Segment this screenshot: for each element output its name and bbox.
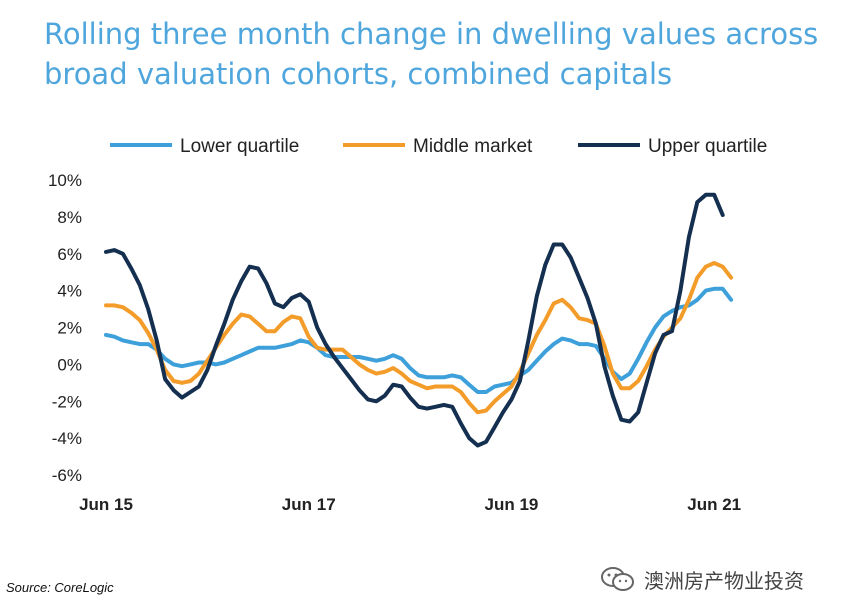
legend-label-middle-market: Middle market [413,136,533,157]
y-tick-label: -2% [52,392,82,411]
y-tick-label: -6% [52,466,82,485]
y-axis: 10% 8% 6% 4% 2% 0% -2% -4% -6% [48,171,82,485]
legend-item-lower-quartile: Lower quartile [110,136,299,157]
y-tick-label: -4% [52,429,82,448]
series-line-lower-quartile [104,286,734,394]
legend-label-upper-quartile: Upper quartile [648,136,767,157]
chart-title-line-2: broad valuation cohorts, combined capita… [44,57,673,91]
x-tick-label: Jun 17 [282,495,336,514]
watermark-text: 澳洲房产物业投资 [644,568,804,593]
y-tick-label: 6% [57,245,82,264]
x-tick-label: Jun 19 [485,495,539,514]
x-axis: Jun 15 Jun 17 Jun 19 Jun 21 [79,495,741,514]
series-line-upper-quartile [104,192,725,448]
y-tick-label: 2% [57,319,82,338]
series-lines [104,192,734,448]
legend-item-middle-market: Middle market [343,136,533,157]
x-tick-label: Jun 21 [687,495,741,514]
source-note: Source: CoreLogic [6,580,114,595]
y-tick-label: 10% [48,171,82,190]
chart-title: Rolling three month change in dwelling v… [44,14,834,94]
legend-item-upper-quartile: Upper quartile [578,136,767,157]
legend-label-lower-quartile: Lower quartile [180,136,299,157]
y-tick-label: 0% [57,355,82,374]
y-tick-label: 4% [57,282,82,301]
legend: Lower quartile Middle market Upper quartil… [110,136,767,157]
chart-title-line-1: Rolling three month change in dwelling v… [44,17,819,51]
series-line-middle-market [104,261,734,415]
x-tick-label: Jun 15 [79,495,133,514]
wechat-icon [601,567,634,591]
watermark: 澳洲房产物业投资 [600,564,804,594]
y-tick-label: 8% [57,208,82,227]
